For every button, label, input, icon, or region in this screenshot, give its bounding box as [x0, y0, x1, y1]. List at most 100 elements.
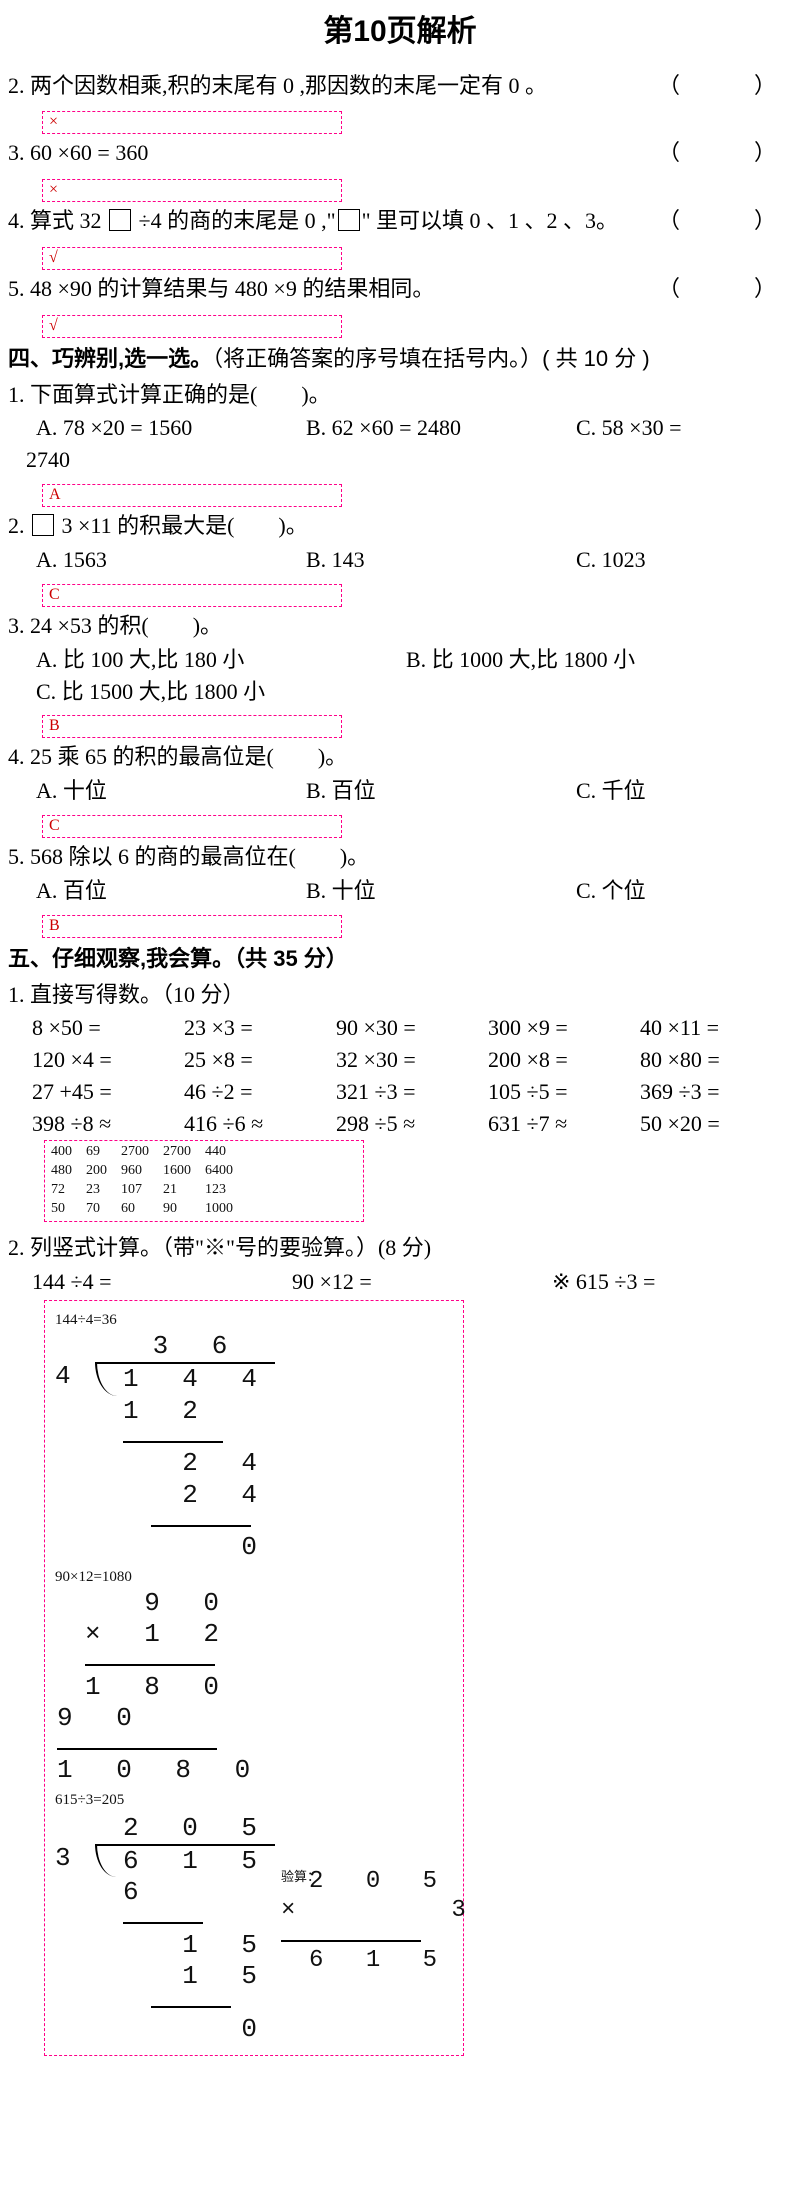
- cell: 32 ×30 =: [336, 1044, 488, 1076]
- s4q2-opts: A. 1563 B. 143 C. 1023: [8, 544, 792, 576]
- rule-icon: [85, 1664, 215, 1666]
- chk-r: 6 1 5: [281, 1947, 480, 1976]
- rule-icon: [123, 1922, 203, 1924]
- q4-line: 4. 算式 32 ÷4 的商的末尾是 0 ,"" 里可以填 0 、1 、2 、3…: [8, 203, 792, 239]
- s4q4-opts: A. 十位 B. 百位 C. 千位: [8, 775, 792, 807]
- check-block: 验算： 2 0 5 × 3 6 1 5: [275, 1811, 480, 1977]
- ans-cell: 72: [51, 1181, 86, 1200]
- calc-row1: 8 ×50 = 23 ×3 = 90 ×30 = 300 ×9 = 40 ×11…: [8, 1012, 792, 1044]
- cell: 631 ÷7 ≈: [488, 1108, 640, 1140]
- mul-p1: 1 8 0: [85, 1672, 453, 1703]
- s5q2-b: 90 ×12 =: [292, 1266, 552, 1298]
- ans-cell: 400: [51, 1143, 86, 1162]
- divisor: 4: [55, 1361, 71, 1392]
- cell: 27 +45 =: [32, 1076, 184, 1108]
- q5-answer: √: [42, 315, 342, 338]
- ans-cell: 70: [86, 1200, 121, 1219]
- s4q3-b: B. 比 1000 大,比 1800 小: [406, 644, 635, 676]
- s4q1-answer: A: [42, 484, 342, 507]
- longdiv-3: 3 2 0 5 6 1 5 6 1 5 1 5 0: [55, 1813, 275, 2045]
- q2-paren: （ ）: [658, 70, 786, 102]
- division-bracket-icon: 1 4 4: [95, 1362, 275, 1395]
- longdiv-1: 4 3 6 1 4 4 1 2 2 4 2 4 0: [55, 1331, 453, 1563]
- s4q5-b: B. 十位: [306, 875, 576, 907]
- cell: 80 ×80 =: [640, 1044, 792, 1076]
- q5-line: 5. 48 ×90 的计算结果与 480 ×9 的结果相同。 （ ）: [8, 271, 792, 307]
- ans-cell: 440: [205, 1143, 247, 1162]
- s4q3-row1: A. 比 100 大,比 180 小 B. 比 1000 大,比 1800 小: [8, 644, 792, 676]
- s4q5-c: C. 个位: [576, 875, 792, 907]
- quotient: 2 0 5: [95, 1813, 275, 1844]
- s4q1-opts: A. 78 ×20 = 1560 B. 62 ×60 = 2480 C. 58 …: [8, 412, 792, 444]
- cell: 369 ÷3 =: [640, 1076, 792, 1108]
- check-label: 验算：: [281, 1869, 320, 1884]
- s4q1: 1. 下面算式计算正确的是( )。: [8, 377, 792, 413]
- cell: 50 ×20 =: [640, 1108, 792, 1140]
- s4q5-opts: A. 百位 B. 十位 C. 个位: [8, 875, 792, 907]
- ans-cell: 21: [163, 1181, 205, 1200]
- s4q4-b: B. 百位: [306, 775, 576, 807]
- s5q2: 2. 列竖式计算。（带"※"号的要验算。）(8 分): [8, 1230, 792, 1266]
- s4q2-b: 3 ×11 的积最大是( )。: [56, 513, 308, 538]
- q2-answer: ×: [42, 111, 342, 134]
- rule-icon: [123, 1441, 223, 1443]
- blank-box-icon: [32, 514, 54, 536]
- mul-a: 9 0: [85, 1588, 453, 1619]
- ans-cell: 480: [51, 1162, 86, 1181]
- mult-block: 9 0 × 1 2 1 8 0 9 0 1 0 8 0: [55, 1588, 453, 1787]
- s4q2: 2. 3 ×11 的积最大是( )。: [8, 508, 792, 544]
- section4-title: 四、巧辨别,选一选。: [8, 346, 212, 371]
- ans-cell: 2700: [121, 1143, 163, 1162]
- ans-cell: 123: [205, 1181, 247, 1200]
- rule-icon: [151, 2006, 231, 2008]
- chk-b: × 3: [281, 1897, 480, 1926]
- ans-cell: 960: [121, 1162, 163, 1181]
- s5q1: 1. 直接写得数。（10 分）: [8, 977, 792, 1013]
- div3-row: 3 2 0 5 6 1 5 6 1 5 1 5 0 验算： 2 0 5 × 3 …: [55, 1811, 453, 2047]
- cell: 23 ×3 =: [184, 1012, 336, 1044]
- dividend: 1 4 4: [123, 1364, 271, 1394]
- s4q3-answer: B: [42, 715, 342, 738]
- cell: 298 ÷5 ≈: [336, 1108, 488, 1140]
- q3-paren: （ ）: [658, 137, 786, 169]
- s4q2-opt-c: C. 1023: [576, 544, 792, 576]
- s4q2-a: 2.: [8, 513, 30, 538]
- work-l2: 90×12=1080: [55, 1568, 453, 1586]
- q4-answer: √: [42, 247, 342, 270]
- s4q1-b: B. 62 ×60 = 2480: [306, 412, 576, 444]
- ans-cell: 50: [51, 1200, 86, 1219]
- step: 1 5: [95, 1961, 275, 1992]
- worked-answers-box: 144÷4=36 4 3 6 1 4 4 1 2 2 4 2 4 0 90×12…: [44, 1300, 464, 2056]
- section5-heading: 五、仔细观察,我会算。（共 35 分）: [8, 939, 792, 977]
- ans-cell: 1600: [163, 1162, 205, 1181]
- cell: 8 ×50 =: [32, 1012, 184, 1044]
- s5q2-a: 144 ÷4 =: [32, 1266, 292, 1298]
- section4-heading: 四、巧辨别,选一选。（将正确答案的序号填在括号内。）( 共 10 分 ): [8, 339, 792, 377]
- cell: 200 ×8 =: [488, 1044, 640, 1076]
- step: 0: [95, 1532, 453, 1563]
- step: 1 5: [95, 1930, 275, 1961]
- cell: 46 ÷2 =: [184, 1076, 336, 1108]
- cell: 40 ×11 =: [640, 1012, 792, 1044]
- s4q4: 4. 25 乘 65 的积的最高位是( )。: [8, 739, 792, 775]
- calc-row4: 398 ÷8 ≈ 416 ÷6 ≈ 298 ÷5 ≈ 631 ÷7 ≈ 50 ×…: [8, 1108, 792, 1140]
- blank-box-icon: [338, 209, 360, 231]
- s4q4-c: C. 千位: [576, 775, 792, 807]
- cell: 321 ÷3 =: [336, 1076, 488, 1108]
- s5q1-answer-grid: 4006927002700440 48020096016006400 72231…: [44, 1140, 364, 1222]
- rule-icon: [281, 1940, 421, 1942]
- rule-icon: [151, 1525, 251, 1527]
- section4-note: （将正确答案的序号填在括号内。）( 共 10 分 ): [212, 346, 650, 371]
- step: 6: [95, 1877, 275, 1908]
- mul-b: × 1 2: [85, 1619, 453, 1650]
- s4q5-answer: B: [42, 915, 342, 938]
- rule-icon: [57, 1748, 217, 1750]
- q4-text-c: " 里可以填 0 、1 、2 、3。: [362, 208, 618, 233]
- q2-line: 2. 两个因数相乘,积的末尾有 0 ,那因数的末尾一定有 0 。 （ ）: [8, 68, 792, 104]
- s4q4-a: A. 十位: [36, 775, 306, 807]
- s4q2-opt-b: B. 143: [306, 544, 576, 576]
- s4q1-a: A. 78 ×20 = 1560: [36, 412, 306, 444]
- blank-box-icon: [109, 209, 131, 231]
- q5-text: 5. 48 ×90 的计算结果与 480 ×9 的结果相同。: [8, 276, 434, 301]
- s4q2-answer: C: [42, 584, 342, 607]
